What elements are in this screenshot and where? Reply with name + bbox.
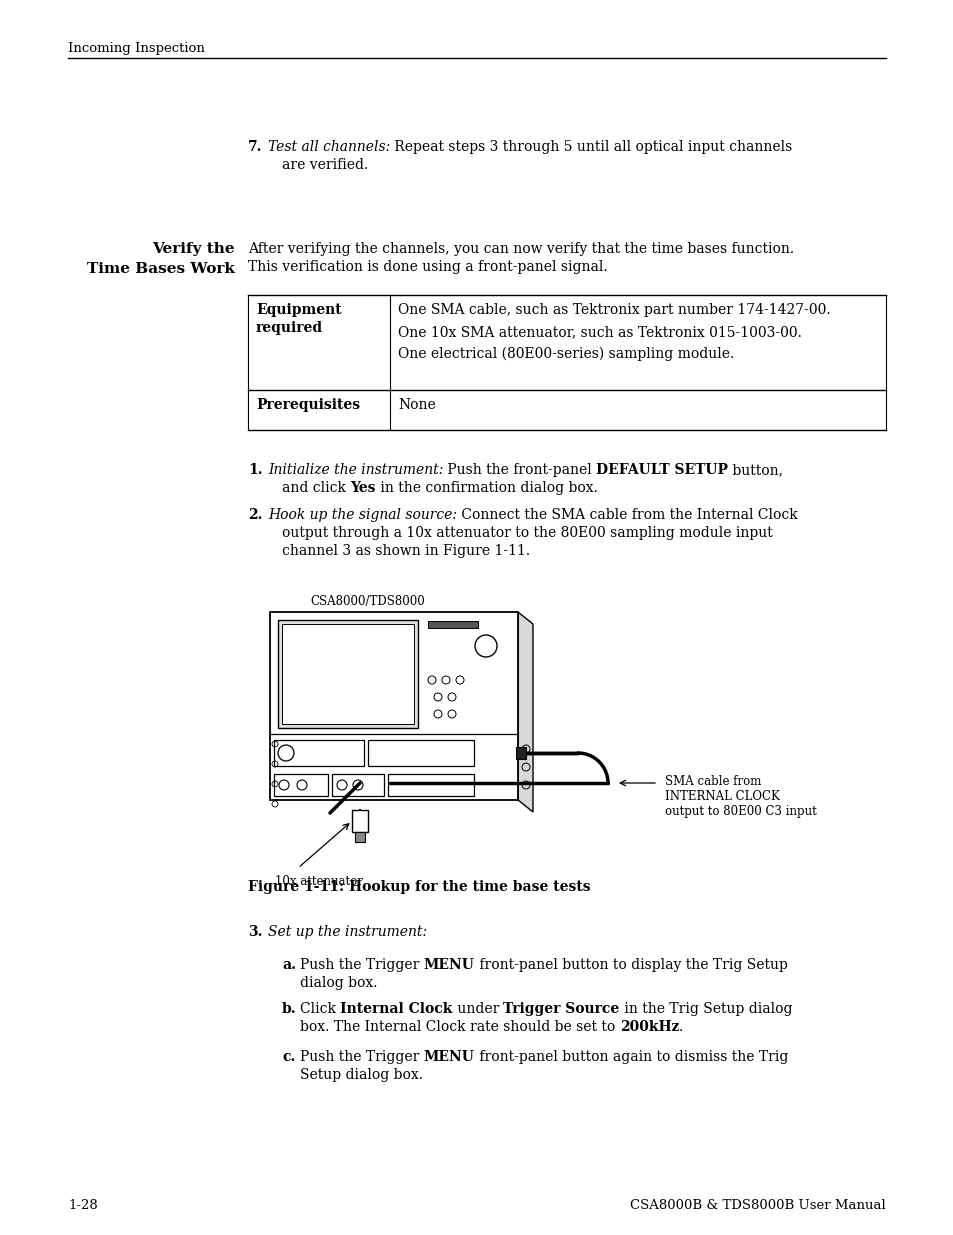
Text: Push the front-panel: Push the front-panel	[443, 463, 596, 477]
Text: front-panel button again to dismiss the Trig: front-panel button again to dismiss the …	[475, 1050, 787, 1065]
Text: One electrical (80E00-series) sampling module.: One electrical (80E00-series) sampling m…	[397, 347, 734, 362]
Text: channel 3 as shown in Figure 1-11.: channel 3 as shown in Figure 1-11.	[282, 543, 530, 558]
Text: Verify the: Verify the	[152, 242, 234, 256]
Text: DEFAULT SETUP: DEFAULT SETUP	[596, 463, 728, 477]
Bar	[352, 810, 368, 832]
Text: 10x attenuator: 10x attenuator	[274, 876, 362, 888]
Text: 1-28: 1-28	[68, 1199, 97, 1212]
Text: under: under	[453, 1002, 503, 1016]
Polygon shape	[517, 613, 533, 811]
Text: 2.: 2.	[248, 508, 262, 522]
Text: Figure 1-11: Hookup for the time base tests: Figure 1-11: Hookup for the time base te…	[248, 881, 590, 894]
Bar	[277, 620, 417, 727]
Text: Click: Click	[299, 1002, 340, 1016]
Text: One SMA cable, such as Tektronix part number 174-1427-00.: One SMA cable, such as Tektronix part nu…	[397, 303, 830, 317]
Text: Connect the SMA cable from the Internal Clock: Connect the SMA cable from the Internal …	[456, 508, 797, 522]
Text: Push the Trigger: Push the Trigger	[299, 958, 423, 972]
Text: One 10x SMA attenuator, such as Tektronix 015-1003-00.: One 10x SMA attenuator, such as Tektroni…	[397, 325, 801, 338]
Text: Yes: Yes	[350, 480, 375, 495]
Text: 200kHz: 200kHz	[619, 1020, 679, 1034]
Text: After verifying the channels, you can now verify that the time bases function.: After verifying the channels, you can no…	[248, 242, 793, 256]
Text: b.: b.	[282, 1002, 296, 1016]
Text: This verification is done using a front-panel signal.: This verification is done using a front-…	[248, 261, 607, 274]
Text: Set up the instrument:: Set up the instrument:	[268, 925, 427, 939]
Text: in the confirmation dialog box.: in the confirmation dialog box.	[375, 480, 598, 495]
Text: 7.: 7.	[248, 140, 262, 154]
Bar	[270, 613, 517, 800]
Text: Initialize the instrument:: Initialize the instrument:	[268, 463, 443, 477]
Text: Repeat steps 3 through 5 until all optical input channels: Repeat steps 3 through 5 until all optic…	[390, 140, 792, 154]
Text: None: None	[397, 398, 436, 412]
Text: SMA cable from
INTERNAL CLOCK
output to 80E00 C3 input: SMA cable from INTERNAL CLOCK output to …	[664, 776, 816, 818]
Text: required: required	[255, 321, 323, 335]
Bar	[368, 740, 474, 766]
Text: Setup dialog box.: Setup dialog box.	[299, 1068, 422, 1082]
Text: 3.: 3.	[248, 925, 262, 939]
Text: in the Trig Setup dialog: in the Trig Setup dialog	[619, 1002, 791, 1016]
Text: MENU: MENU	[423, 958, 475, 972]
Text: button,: button,	[728, 463, 782, 477]
Bar	[516, 747, 525, 760]
Text: output through a 10x attenuator to the 80E00 sampling module input: output through a 10x attenuator to the 8…	[282, 526, 772, 540]
Text: a.: a.	[282, 958, 295, 972]
Bar	[332, 774, 384, 797]
Text: CSA8000B & TDS8000B User Manual: CSA8000B & TDS8000B User Manual	[630, 1199, 885, 1212]
Bar	[282, 624, 414, 724]
Text: .: .	[679, 1020, 682, 1034]
Text: Prerequisites: Prerequisites	[255, 398, 359, 412]
Text: MENU: MENU	[423, 1050, 475, 1065]
Text: Hook up the signal source:: Hook up the signal source:	[268, 508, 456, 522]
Text: Internal Clock: Internal Clock	[340, 1002, 453, 1016]
Text: dialog box.: dialog box.	[299, 976, 377, 990]
Text: Push the Trigger: Push the Trigger	[299, 1050, 423, 1065]
Text: front-panel button to display the Trig Setup: front-panel button to display the Trig S…	[475, 958, 786, 972]
Text: box. The Internal Clock rate should be set to: box. The Internal Clock rate should be s…	[299, 1020, 619, 1034]
Text: c.: c.	[282, 1050, 295, 1065]
Text: Incoming Inspection: Incoming Inspection	[68, 42, 205, 56]
Text: Test all channels:: Test all channels:	[268, 140, 390, 154]
Text: and click: and click	[282, 480, 350, 495]
Bar	[388, 774, 474, 797]
Bar	[274, 740, 364, 766]
Text: CSA8000/TDS8000: CSA8000/TDS8000	[310, 595, 424, 608]
Text: Trigger Source: Trigger Source	[503, 1002, 619, 1016]
Text: are verified.: are verified.	[282, 158, 368, 172]
Bar	[428, 621, 477, 629]
Bar	[355, 832, 365, 842]
Text: Time Bases Work: Time Bases Work	[87, 262, 234, 275]
Bar	[274, 774, 328, 797]
Text: Equipment: Equipment	[255, 303, 341, 317]
Text: 1.: 1.	[248, 463, 262, 477]
